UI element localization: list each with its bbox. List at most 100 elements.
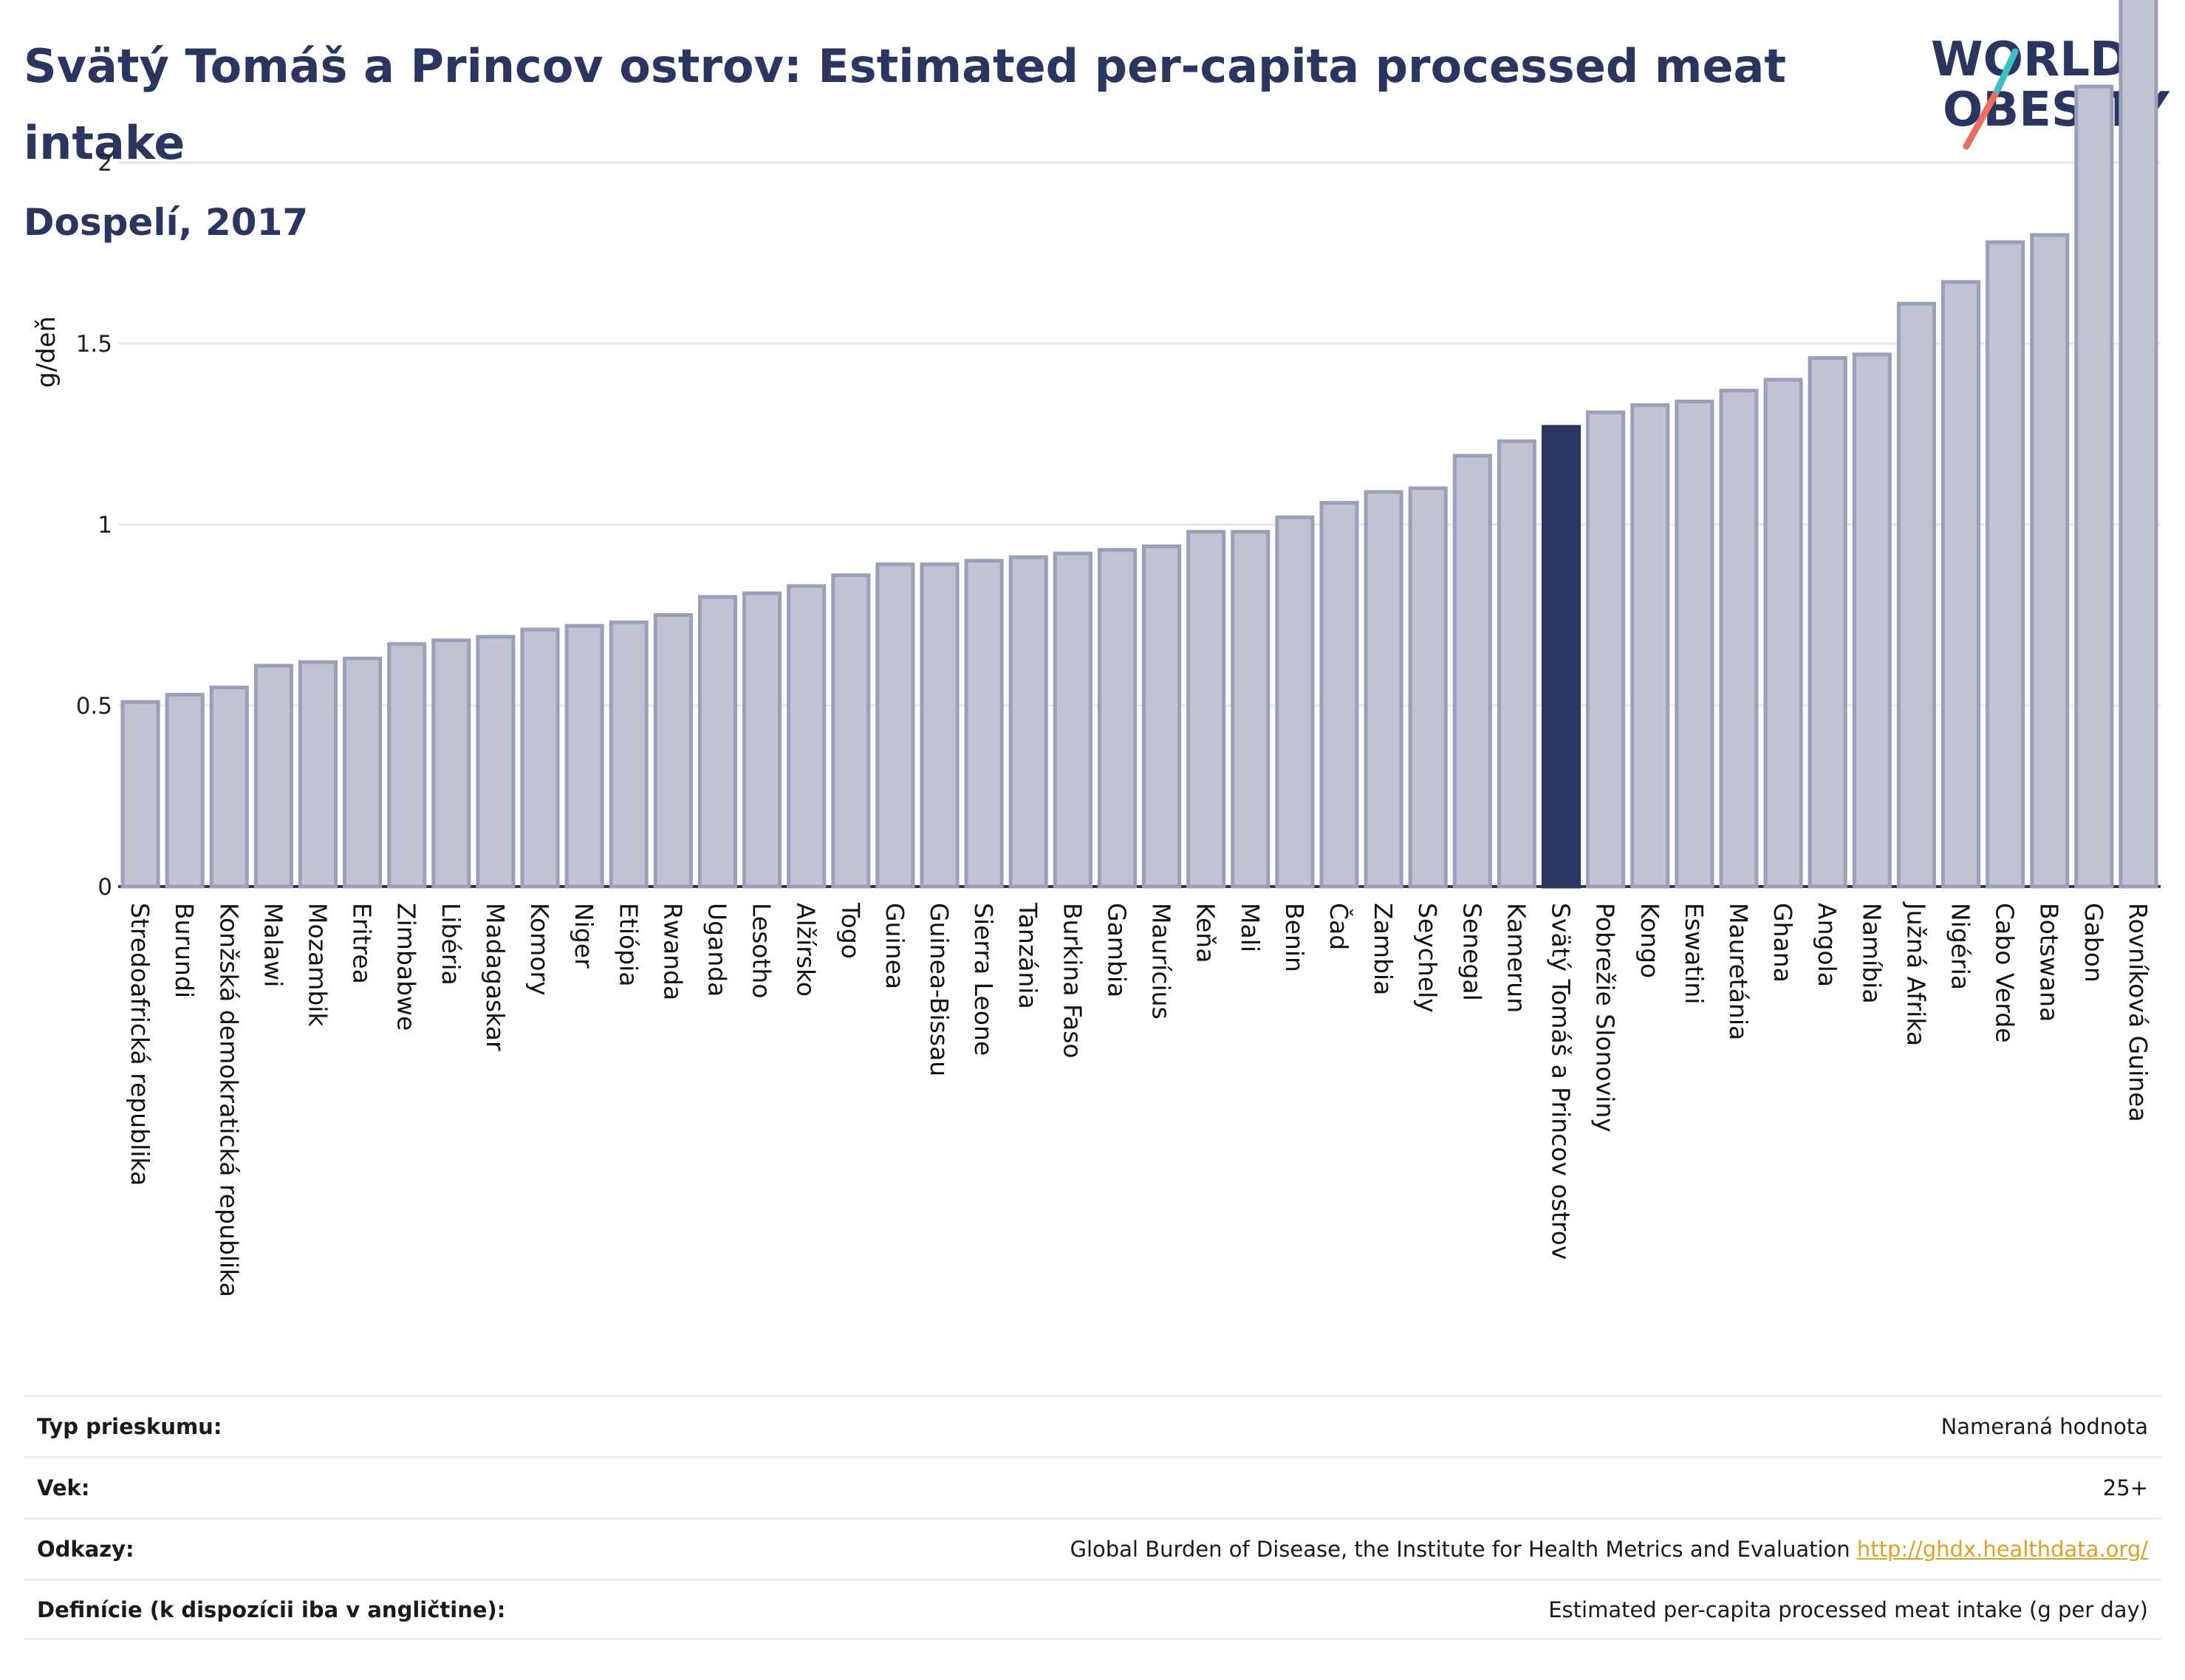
bar (831, 573, 871, 889)
bar (387, 642, 427, 889)
bar-chart: 00.511.522.53 Stredoafrická republikaBur… (32, 0, 2161, 1297)
bar (209, 686, 249, 889)
bar (1053, 551, 1092, 889)
info-value: Estimated per-capita processed meat inta… (1548, 1597, 2148, 1622)
category-label: Čad (1324, 903, 1354, 950)
category-label: Mauretánia (1724, 903, 1753, 1040)
bar (2119, 0, 2158, 889)
bar (742, 591, 782, 889)
category-labels: Stredoafrická republika Burundi Konžská de… (126, 901, 2152, 1297)
info-key: Odkazy: (37, 1537, 134, 1562)
bar (2074, 84, 2114, 889)
category-label: Mozambik (303, 903, 332, 1027)
logo-line1: WORLD (1931, 33, 2129, 87)
bar (120, 700, 160, 889)
y-axis-label: g/deň (32, 316, 61, 388)
bar (1852, 352, 1892, 889)
bar (1719, 389, 1759, 889)
info-value: 25+ (2102, 1475, 2148, 1500)
chart-title: Svätý Tomáš a Princov ostrov: Estimated … (24, 39, 1786, 170)
category-label: Malawi (259, 903, 287, 987)
bar (609, 620, 649, 889)
category-label: Guinea-Bissau (925, 903, 954, 1076)
bar (1808, 356, 1847, 889)
bar (1364, 490, 1403, 889)
info-row-age: Vek: 25+ (24, 1456, 2161, 1517)
y-tick-label: 2 (98, 150, 112, 177)
category-label: Eritrea (348, 903, 377, 984)
category-label: Rovníková Guinea (2124, 903, 2152, 1122)
category-label: Angola (1813, 903, 1842, 987)
bar (1275, 515, 1315, 889)
bar (1896, 301, 1936, 889)
bar-highlighted (1541, 425, 1582, 889)
category-label: Guinea (881, 903, 909, 989)
info-key: Typ prieskumu: (37, 1414, 222, 1439)
bar (1940, 280, 1981, 889)
info-key: Vek: (37, 1475, 90, 1500)
info-table: Typ prieskumu: Nameraná hodnota Vek: 25+… (24, 1395, 2161, 1640)
category-label: Zambia (1369, 903, 1398, 995)
category-label: Južná Afrika (1901, 901, 1930, 1046)
bar (1231, 530, 1271, 889)
category-label: Komory (525, 903, 554, 996)
logo-slash-teal (1994, 48, 2019, 94)
category-label: Svätý Tomáš a Princov ostrov (1547, 903, 1576, 1260)
bar (964, 559, 1004, 889)
info-row-survey-type: Typ prieskumu: Nameraná hodnota (24, 1395, 2161, 1456)
category-label: Alžírsko (792, 903, 821, 997)
category-label: Senegal (1457, 903, 1486, 1001)
bar (875, 562, 915, 889)
bar (165, 692, 205, 889)
info-key: Definície (k dispozícii iba v angličtine… (37, 1597, 506, 1622)
bar (343, 656, 383, 889)
category-label: Benin (1280, 903, 1309, 972)
category-label: Kamerun (1502, 903, 1531, 1013)
info-value: Nameraná hodnota (1940, 1414, 2148, 1439)
bar (1097, 547, 1137, 889)
bar (1763, 378, 1803, 889)
bar (653, 613, 693, 889)
bar (1586, 410, 1626, 889)
bar (476, 635, 516, 889)
category-label: Madagaskar (481, 903, 510, 1051)
category-label: Maurícius (1147, 903, 1176, 1020)
bar (1452, 454, 1492, 889)
category-label: Gambia (1102, 903, 1131, 997)
bar (520, 627, 560, 889)
bar (1675, 399, 1714, 889)
category-label: Burkina Faso (1058, 903, 1087, 1059)
chart-subtitle: Dospelí, 2017 (24, 201, 309, 244)
category-label: Botswana (2035, 903, 2064, 1022)
category-label: Ghana (1768, 903, 1797, 983)
bar (920, 562, 960, 889)
info-row-definitions: Definície (k dispozícii iba v angličtine… (24, 1579, 2161, 1640)
source-link[interactable]: http://ghdx.healthdata.org/ (1856, 1537, 2148, 1562)
bar (697, 595, 738, 889)
category-label: Gabon (2079, 903, 2108, 983)
info-value-wrap: Global Burden of Disease, the Institute … (1070, 1537, 2148, 1562)
category-label: Togo (836, 902, 865, 959)
bar (1008, 555, 1048, 889)
category-label: Keňa (1191, 903, 1220, 963)
info-row-references: Odkazy: Global Burden of Disease, the In… (24, 1517, 2161, 1579)
y-tick-label: 1.5 (76, 331, 112, 358)
info-value: Global Burden of Disease, the Institute … (1070, 1537, 1850, 1562)
bar (1186, 530, 1226, 889)
category-label: Stredoafrická republika (126, 903, 154, 1186)
bar (564, 624, 604, 889)
bar (787, 584, 827, 889)
bar (1986, 240, 2025, 889)
bar (1630, 403, 1670, 889)
category-label: Libéria (437, 903, 465, 986)
category-label: Kongo (1635, 903, 1664, 978)
category-label: Eswatini (1680, 903, 1709, 1004)
bar (298, 660, 338, 889)
category-label: Tanzánia (1013, 902, 1042, 1009)
category-label: Cabo Verde (1991, 903, 2020, 1042)
bar (1408, 486, 1448, 889)
bar (1142, 544, 1182, 889)
category-label: Niger (570, 903, 598, 969)
y-tick-label: 0 (98, 874, 112, 901)
category-label: Nigéria (1946, 903, 1975, 990)
